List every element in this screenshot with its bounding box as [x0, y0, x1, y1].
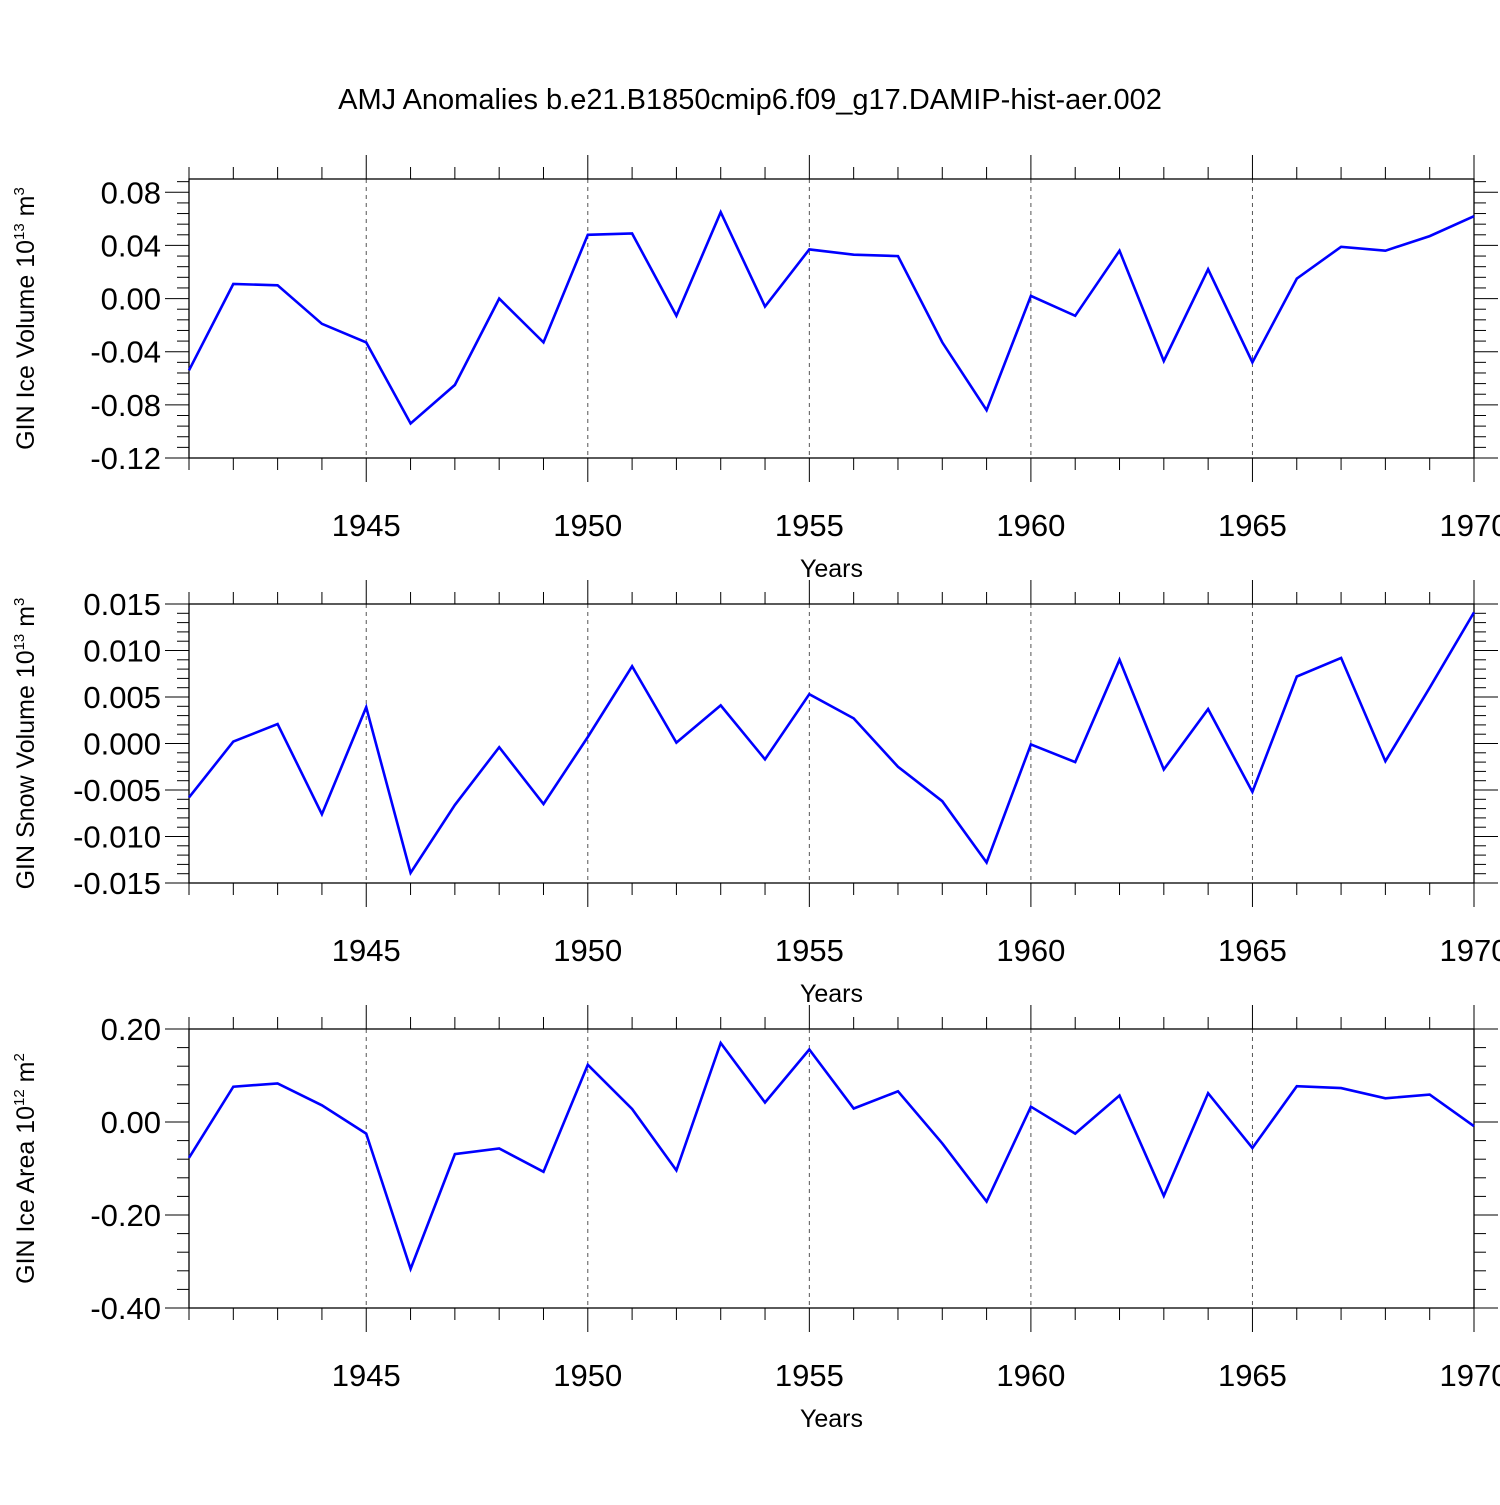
y-tick-label: 0.00 [101, 282, 161, 317]
x-tick-label: 1960 [996, 508, 1065, 543]
x-axis-label: Years [800, 555, 863, 583]
plot-frame [189, 604, 1474, 883]
x-tick-label: 1945 [332, 933, 401, 968]
x-tick-label: 1970 [1440, 1358, 1500, 1393]
panel-3: -0.40 -0.20 0.00 0.20 1945 1950 1955 1960 1965 19… [11, 1005, 1500, 1433]
y-tick-label: 0.20 [101, 1012, 161, 1047]
x-tick-label: 1965 [1218, 1358, 1287, 1393]
x-tick-label: 1965 [1218, 933, 1287, 968]
x-tick-label: 1950 [553, 508, 622, 543]
y-tick-label: -0.005 [73, 773, 161, 808]
y-tick-label: -0.010 [73, 820, 161, 855]
x-axis-label: Years [800, 980, 863, 1008]
x-tick-label: 1955 [775, 933, 844, 968]
y-tick-label: -0.015 [73, 866, 161, 901]
y-axis-label: GIN Snow Volume 1013 m3 [11, 598, 40, 890]
chart-title: AMJ Anomalies b.e21.B1850cmip6.f09_g17.D… [0, 84, 1500, 117]
y-tick-label: 0.015 [83, 587, 161, 622]
panel-2: -0.015 -0.010 -0.005 0.000 0.005 0.010 0.015 19… [11, 580, 1500, 1008]
plot-frame [189, 179, 1474, 458]
y-tick-label: 0.00 [101, 1105, 161, 1140]
y-tick-label: -0.08 [90, 388, 161, 423]
y-tick-label: -0.40 [90, 1291, 161, 1326]
x-tick-label: 1960 [996, 933, 1065, 968]
y-tick-label: 0.010 [83, 634, 161, 669]
plot-frame [189, 1029, 1474, 1308]
x-tick-label: 1950 [553, 933, 622, 968]
x-tick-label: 1950 [553, 1358, 622, 1393]
y-tick-label: 0.000 [83, 727, 161, 762]
y-tick-label: 0.08 [101, 175, 161, 210]
x-tick-label: 1965 [1218, 508, 1287, 543]
x-tick-label: 1970 [1440, 933, 1500, 968]
series-line [189, 1043, 1474, 1269]
x-tick-label: 1960 [996, 1358, 1065, 1393]
y-tick-label: -0.12 [90, 441, 161, 476]
y-tick-label: 0.005 [83, 680, 161, 715]
x-tick-label: 1945 [332, 508, 401, 543]
y-axis-label: GIN Ice Area 1012 m2 [11, 1053, 40, 1284]
y-tick-label: 0.04 [101, 228, 161, 263]
y-axis-label: GIN Ice Volume 1013 m3 [11, 187, 40, 450]
x-axis-label: Years [800, 1405, 863, 1433]
y-tick-label: -0.04 [90, 335, 161, 370]
x-tick-label: 1945 [332, 1358, 401, 1393]
x-tick-label: 1955 [775, 508, 844, 543]
series-line [189, 612, 1474, 872]
series-line [189, 212, 1474, 423]
x-tick-label: 1955 [775, 1358, 844, 1393]
panel-1: -0.12 -0.08 -0.04 0.00 0.04 0.08 1945 1950 1955 1… [11, 155, 1500, 583]
y-tick-label: -0.20 [90, 1198, 161, 1233]
x-tick-label: 1970 [1440, 508, 1500, 543]
